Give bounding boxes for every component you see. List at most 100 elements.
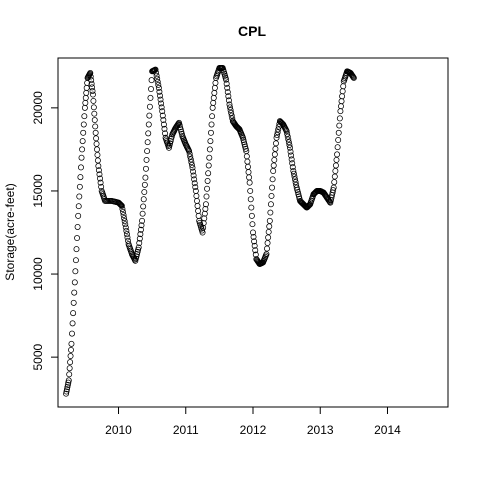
data-point — [96, 171, 103, 178]
data-point — [267, 201, 274, 208]
data-point — [81, 113, 88, 120]
data-point — [272, 140, 279, 147]
data-point — [78, 154, 85, 161]
data-point — [95, 167, 102, 174]
data-point — [244, 163, 251, 170]
data-point — [211, 84, 218, 91]
data-point — [335, 129, 342, 136]
data-point — [205, 170, 212, 177]
data-point — [204, 185, 211, 192]
data-point — [208, 121, 215, 128]
data-point — [65, 379, 72, 386]
data-point — [226, 101, 233, 108]
data-point — [94, 157, 101, 164]
data-point — [349, 73, 356, 80]
data-point — [290, 170, 297, 177]
data-point — [90, 104, 97, 111]
data-point — [195, 212, 202, 219]
data-point — [157, 92, 163, 99]
data-point — [194, 202, 201, 209]
data-point — [135, 244, 142, 251]
data-point — [248, 204, 255, 211]
data-point — [339, 88, 346, 95]
data-point — [287, 144, 293, 151]
data-point — [243, 153, 250, 160]
data-point — [332, 162, 339, 169]
data-point — [148, 77, 155, 84]
data-point — [145, 130, 152, 137]
data-point — [294, 189, 301, 196]
data-point — [157, 96, 164, 103]
data-point — [288, 152, 295, 159]
data-point — [70, 299, 77, 306]
data-point — [177, 126, 184, 133]
data-point — [178, 128, 185, 135]
data-point — [264, 245, 270, 252]
data-point — [76, 183, 83, 190]
data-point — [330, 187, 337, 194]
data-point — [75, 203, 82, 210]
data-point — [177, 124, 184, 131]
data-point — [295, 191, 302, 198]
data-point — [201, 215, 208, 222]
data-point — [66, 365, 73, 372]
data-point — [242, 143, 249, 150]
data-point — [246, 174, 253, 181]
data-point — [340, 83, 347, 90]
data-point — [336, 122, 343, 129]
data-point — [191, 180, 198, 187]
data-point — [209, 113, 216, 120]
plot-frame — [57, 57, 449, 408]
data-point — [159, 108, 166, 115]
data-point — [227, 104, 234, 111]
data-point — [191, 176, 198, 183]
data-point — [248, 212, 255, 219]
data-point — [146, 112, 153, 119]
data-point — [136, 235, 143, 242]
data-point — [153, 72, 160, 79]
data-point — [247, 196, 254, 203]
data-point — [284, 133, 291, 140]
data-point — [123, 227, 130, 234]
data-point — [141, 181, 148, 188]
data-point — [193, 192, 200, 199]
data-point — [68, 346, 74, 353]
data-point — [143, 156, 150, 163]
data-point — [72, 257, 79, 264]
data-point — [288, 156, 295, 163]
data-point — [165, 144, 172, 151]
data-point — [63, 386, 70, 393]
data-point — [134, 248, 141, 255]
data-point — [121, 215, 128, 222]
data-point — [176, 122, 183, 129]
data-point — [271, 151, 278, 158]
data-point — [267, 209, 274, 216]
data-point — [188, 161, 195, 168]
data-point — [225, 93, 232, 100]
data-point — [269, 184, 276, 191]
data-point — [80, 129, 87, 136]
data-point — [123, 231, 130, 238]
data-point — [223, 76, 230, 83]
data-point — [292, 179, 299, 186]
data-point — [155, 81, 162, 88]
data-point — [68, 340, 75, 347]
data-point — [199, 229, 206, 236]
data-point — [275, 126, 282, 133]
data-point — [249, 221, 256, 228]
x-tick-label: 2012 — [240, 423, 267, 437]
data-point — [140, 196, 147, 203]
data-point — [326, 198, 333, 205]
chart-title: CPL — [238, 23, 266, 39]
data-point — [192, 184, 199, 191]
data-point — [204, 178, 211, 184]
data-point — [145, 121, 152, 128]
data-point — [333, 156, 340, 163]
data-point — [166, 142, 173, 149]
data-point — [77, 164, 84, 171]
data-point — [293, 184, 300, 191]
data-point — [285, 136, 292, 143]
data-point — [162, 130, 169, 137]
data-point — [89, 87, 96, 94]
data-point — [93, 140, 100, 147]
